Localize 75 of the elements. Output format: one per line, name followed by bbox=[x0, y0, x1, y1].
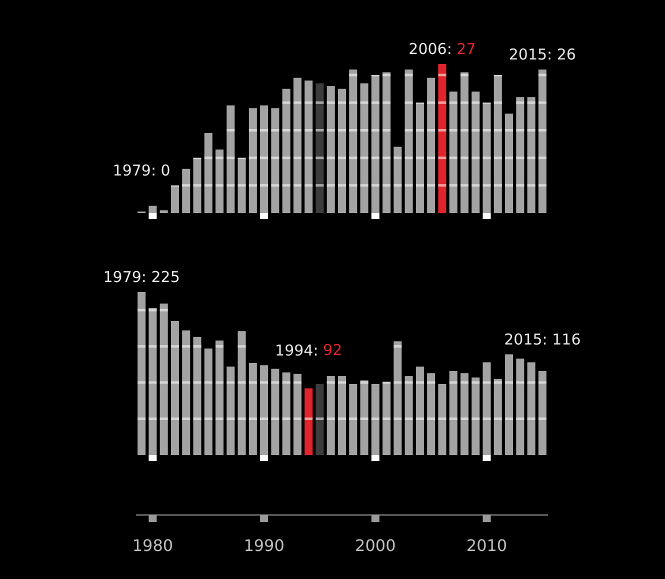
bar bbox=[160, 304, 168, 455]
bar bbox=[416, 102, 424, 213]
bar bbox=[316, 384, 324, 455]
data-label: 2015: 116 bbox=[504, 330, 581, 348]
bar bbox=[472, 377, 480, 455]
bar bbox=[527, 362, 536, 455]
bar bbox=[438, 64, 446, 213]
bar bbox=[170, 185, 179, 213]
bar bbox=[527, 97, 536, 213]
bar bbox=[282, 88, 290, 213]
bar bbox=[238, 331, 246, 455]
x-tick-label: 2000 bbox=[355, 536, 396, 555]
data-label: 1979: 225 bbox=[103, 268, 180, 286]
data-label: 1979: 0 bbox=[112, 162, 170, 180]
bar bbox=[416, 366, 424, 455]
bar bbox=[438, 384, 446, 455]
bar bbox=[182, 168, 190, 213]
bar bbox=[193, 158, 202, 213]
bar bbox=[472, 92, 480, 213]
bar bbox=[326, 376, 335, 455]
x-tick-label: 1980 bbox=[132, 536, 174, 555]
bar bbox=[170, 320, 179, 455]
bar bbox=[349, 70, 358, 213]
bar bbox=[216, 340, 224, 455]
data-label: 2015: 26 bbox=[508, 46, 576, 64]
bar bbox=[494, 378, 502, 455]
bar bbox=[404, 376, 413, 455]
bar bbox=[316, 83, 324, 213]
bar bbox=[326, 86, 335, 213]
bar bbox=[404, 70, 413, 213]
bar bbox=[427, 78, 436, 213]
bar bbox=[382, 72, 391, 213]
bar bbox=[160, 210, 168, 213]
bar bbox=[271, 368, 280, 455]
bar bbox=[449, 92, 458, 213]
bar bbox=[248, 362, 257, 455]
bar bbox=[304, 388, 313, 455]
bar bbox=[293, 374, 302, 455]
bar bbox=[338, 376, 346, 455]
bar bbox=[382, 382, 391, 455]
bar bbox=[226, 366, 235, 455]
bar bbox=[427, 373, 436, 455]
bar bbox=[538, 370, 546, 455]
bar bbox=[349, 384, 358, 455]
bar bbox=[138, 292, 146, 455]
bar bbox=[394, 146, 402, 213]
bar bbox=[460, 72, 468, 213]
bar bbox=[460, 373, 468, 455]
bar bbox=[271, 108, 280, 213]
data-label: 1994: 92 bbox=[275, 341, 342, 360]
bar bbox=[216, 150, 224, 213]
bar bbox=[304, 80, 313, 213]
bar bbox=[182, 330, 190, 455]
bar bbox=[282, 372, 290, 455]
x-tick-label: 1990 bbox=[244, 536, 284, 555]
data-label: 2006: 27 bbox=[408, 40, 476, 58]
bar bbox=[360, 380, 368, 455]
bar bbox=[248, 108, 257, 213]
bar bbox=[394, 341, 402, 455]
bar bbox=[360, 83, 368, 213]
bar bbox=[226, 105, 235, 213]
bar bbox=[293, 78, 302, 213]
x-tick-label: 2010 bbox=[466, 536, 508, 555]
bar bbox=[193, 336, 202, 455]
bar bbox=[505, 114, 514, 213]
bar bbox=[538, 70, 546, 213]
bar bbox=[238, 158, 246, 213]
bar bbox=[516, 358, 524, 455]
bar bbox=[494, 75, 502, 213]
bar bbox=[505, 354, 514, 455]
bar bbox=[338, 88, 346, 213]
bar bbox=[449, 370, 458, 455]
bar bbox=[204, 132, 212, 213]
bar bbox=[204, 348, 212, 455]
bar bbox=[516, 97, 524, 213]
